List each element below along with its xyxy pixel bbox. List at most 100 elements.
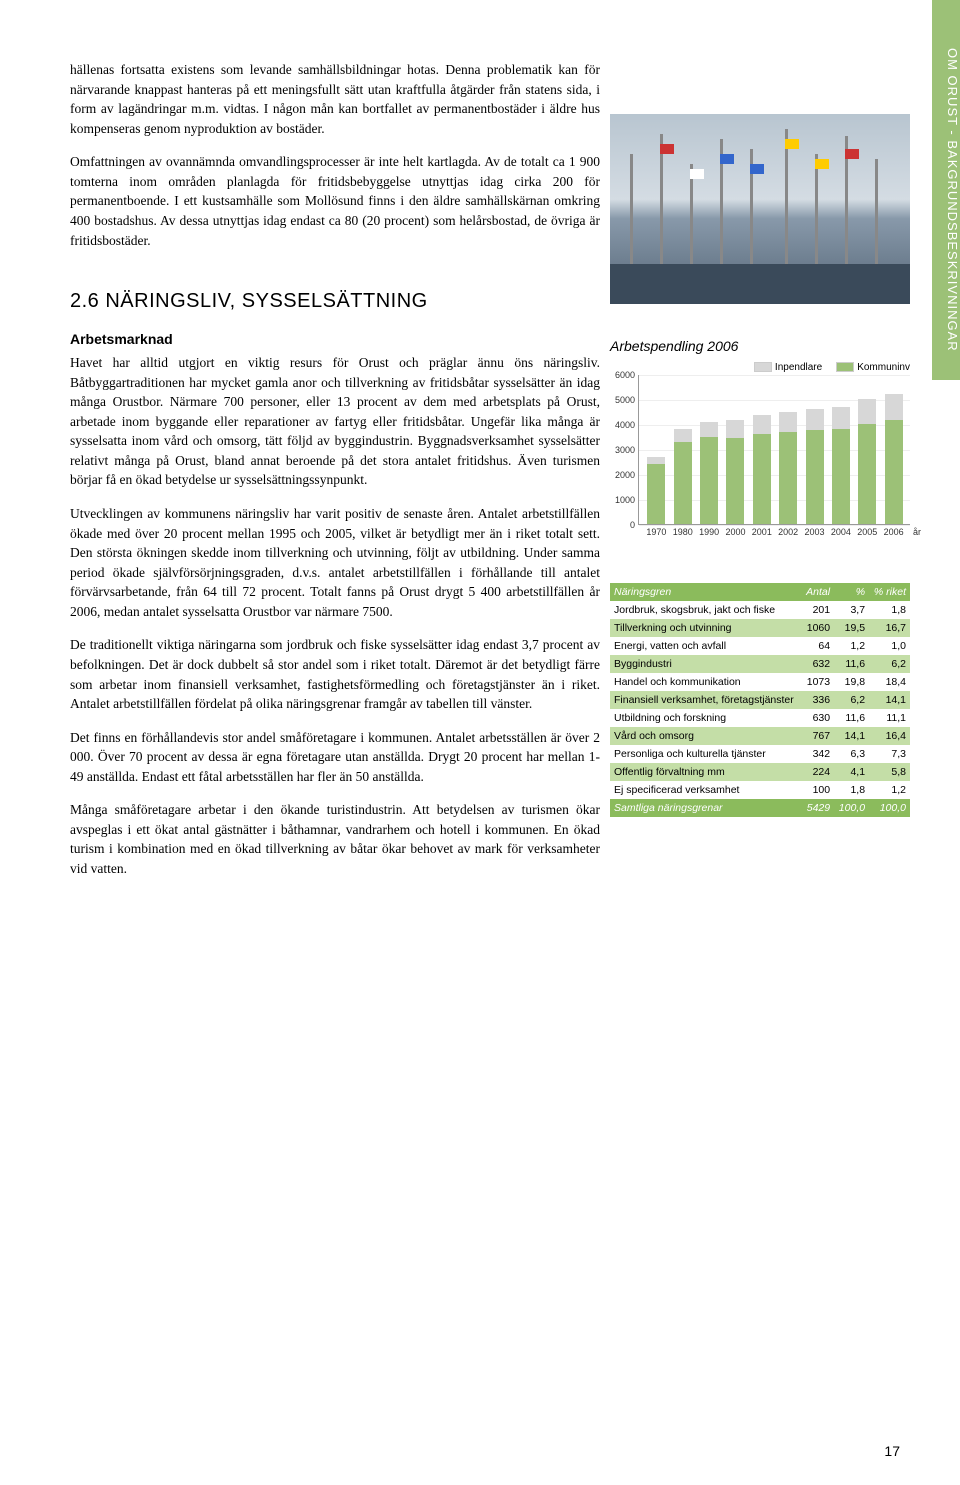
body-paragraph: Utvecklingen av kommunens näringsliv har… (70, 504, 600, 621)
table-cell: 5,8 (869, 763, 910, 781)
legend-item: Inpendlare (754, 362, 822, 373)
y-tick: 5000 (609, 395, 635, 405)
table-cell: 19,5 (834, 619, 869, 637)
table-cell: 6,2 (869, 655, 910, 673)
table-cell: 11,6 (834, 709, 869, 727)
body-paragraph: Havet har alltid utgjort en viktig resur… (70, 353, 600, 490)
table-cell: Utbildning och forskning (610, 709, 802, 727)
table-cell: 19,8 (834, 673, 869, 691)
table-cell: Ej specificerad verksamhet (610, 781, 802, 799)
table-row: Utbildning och forskning63011,611,1 (610, 709, 910, 727)
bar-chart: Inpendlare Kommuninv år 01000200030004000… (610, 362, 910, 525)
table-row: Vård och omsorg76714,116,4 (610, 727, 910, 745)
x-tick: 1990 (699, 527, 719, 537)
table-cell: 1073 (802, 673, 835, 691)
subsection-heading: Arbetsmarknad (70, 331, 600, 347)
y-tick: 3000 (609, 445, 635, 455)
table-row: Tillverkning och utvinning106019,516,7 (610, 619, 910, 637)
table-cell: 4,1 (834, 763, 869, 781)
table-cell: 100,0 (869, 799, 910, 817)
table-cell: 767 (802, 727, 835, 745)
table-cell: 6,3 (834, 745, 869, 763)
section-heading: 2.6 NÄRINGSLIV, SYSSELSÄTTNING (70, 290, 600, 313)
table-cell: 18,4 (869, 673, 910, 691)
table-row: Jordbruk, skogsbruk, jakt och fiske2013,… (610, 601, 910, 619)
table-cell: 630 (802, 709, 835, 727)
table-header-row: NäringsgrenAntal%% riket (610, 583, 910, 601)
table-cell: 1,2 (834, 637, 869, 655)
x-tick: 2006 (884, 527, 904, 537)
page-number: 17 (884, 1443, 900, 1459)
table-cell: 1,8 (869, 601, 910, 619)
table-cell: 1,2 (869, 781, 910, 799)
table-row: Finansiell verksamhet, företagstjänster3… (610, 691, 910, 709)
x-tick: 2003 (805, 527, 825, 537)
x-axis-label: år (913, 527, 921, 537)
table-cell: Offentlig förvaltning mm (610, 763, 802, 781)
table-cell: 5429 (802, 799, 835, 817)
intro-paragraph-1: hällenas fortsatta existens som levande … (70, 60, 600, 138)
table-total-row: Samtliga näringsgrenar5429100,0100,0 (610, 799, 910, 817)
table-cell: 3,7 (834, 601, 869, 619)
table-cell: 1060 (802, 619, 835, 637)
x-tick: 1980 (673, 527, 693, 537)
x-tick: 2001 (752, 527, 772, 537)
table-row: Byggindustri63211,66,2 (610, 655, 910, 673)
table-row: Ej specificerad verksamhet1001,81,2 (610, 781, 910, 799)
table-cell: 224 (802, 763, 835, 781)
main-text-column: hällenas fortsatta existens som levande … (70, 60, 600, 893)
legend-item: Kommuninv (836, 362, 910, 373)
table-cell: Energi, vatten och avfall (610, 637, 802, 655)
table-cell: Handel och kommunikation (610, 673, 802, 691)
x-tick: 2005 (857, 527, 877, 537)
table-header-cell: Antal (802, 583, 835, 601)
x-tick: 2000 (725, 527, 745, 537)
table-cell: Jordbruk, skogsbruk, jakt och fiske (610, 601, 802, 619)
table-cell: 342 (802, 745, 835, 763)
x-tick: 2004 (831, 527, 851, 537)
table-cell: Vård och omsorg (610, 727, 802, 745)
table-cell: 16,7 (869, 619, 910, 637)
y-tick: 1000 (609, 495, 635, 505)
marina-photo (610, 114, 910, 304)
body-paragraph: Det finns en förhållandevis stor andel s… (70, 728, 600, 787)
table-cell: 632 (802, 655, 835, 673)
body-paragraph: De traditionellt viktiga näringarna som … (70, 635, 600, 713)
table-body: Jordbruk, skogsbruk, jakt och fiske2013,… (610, 601, 910, 817)
table-cell: Tillverkning och utvinning (610, 619, 802, 637)
industry-table: NäringsgrenAntal%% riket Jordbruk, skogs… (610, 583, 910, 817)
table-cell: 201 (802, 601, 835, 619)
table-row: Handel och kommunikation107319,818,4 (610, 673, 910, 691)
table-cell: Finansiell verksamhet, företagstjänster (610, 691, 802, 709)
table-cell: 1,8 (834, 781, 869, 799)
table-cell: Personliga och kulturella tjänster (610, 745, 802, 763)
table-cell: 100,0 (834, 799, 869, 817)
x-tick: 1970 (646, 527, 666, 537)
body-paragraph: Många småföretagare arbetar i den ökande… (70, 800, 600, 878)
intro-paragraph-2: Omfattningen av ovannämnda omvandlingspr… (70, 152, 600, 250)
x-tick: 2002 (778, 527, 798, 537)
chart-title: Arbetspendling 2006 (610, 338, 910, 354)
table-cell: 11,6 (834, 655, 869, 673)
chart-plot-area: år 0100020003000400050006000197019801990… (638, 375, 910, 525)
table-cell: Byggindustri (610, 655, 802, 673)
table-row: Offentlig förvaltning mm2244,15,8 (610, 763, 910, 781)
table-cell: 16,4 (869, 727, 910, 745)
y-tick: 6000 (609, 370, 635, 380)
sidebar-column: Arbetspendling 2006 Inpendlare Kommuninv … (610, 60, 910, 817)
table-cell: 14,1 (834, 727, 869, 745)
table-cell: 1,0 (869, 637, 910, 655)
table-header-cell: Näringsgren (610, 583, 802, 601)
table-cell: 6,2 (834, 691, 869, 709)
table-cell: 14,1 (869, 691, 910, 709)
y-tick: 4000 (609, 420, 635, 430)
table-cell: 7,3 (869, 745, 910, 763)
table-header-cell: % (834, 583, 869, 601)
table-cell: 11,1 (869, 709, 910, 727)
table-row: Personliga och kulturella tjänster3426,3… (610, 745, 910, 763)
table-row: Energi, vatten och avfall641,21,0 (610, 637, 910, 655)
table-header-cell: % riket (869, 583, 910, 601)
chart-legend: Inpendlare Kommuninv (610, 362, 910, 373)
table-cell: 336 (802, 691, 835, 709)
y-tick: 2000 (609, 470, 635, 480)
